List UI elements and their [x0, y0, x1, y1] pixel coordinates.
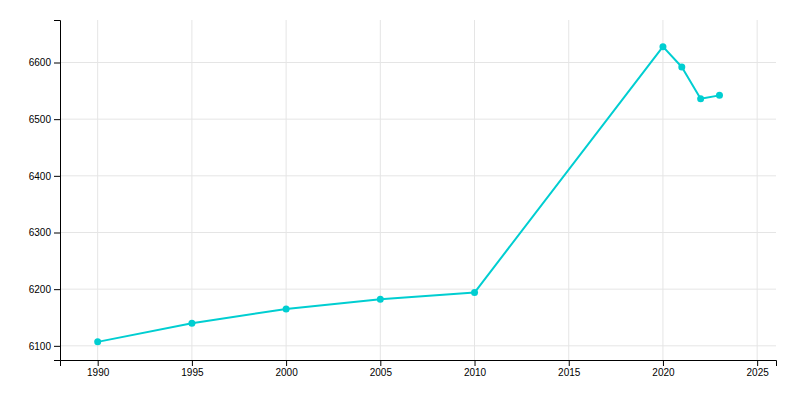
x-axis-tick: 2005	[370, 360, 393, 378]
y-axis-tick-label: 6300	[29, 227, 52, 238]
x-axis-tick-label: 1990	[87, 367, 110, 378]
grid-line-x	[474, 20, 475, 360]
grid-line-y	[60, 62, 776, 63]
grid-line-x	[380, 20, 381, 360]
point	[678, 64, 685, 71]
y-axis-tick-label: 6500	[29, 114, 52, 125]
x-axis-tick-mark	[475, 360, 476, 366]
grid-line-x	[662, 20, 663, 360]
y-axis-tick-mark	[54, 63, 60, 64]
x-axis-tick-mark	[663, 360, 664, 366]
point	[716, 92, 723, 99]
x-axis-tick-label: 2015	[558, 367, 581, 378]
y-axis-tick: 6600	[29, 57, 60, 68]
grid-line-y	[60, 289, 776, 290]
y-axis-line	[54, 21, 61, 361]
grid	[60, 20, 776, 360]
x-axis-tick: 1995	[181, 360, 204, 378]
chart-container: 1990 1995 2000 2005 2010 2015 2020 2025 6100 6200…	[0, 0, 800, 400]
y-axis-tick-label: 6200	[29, 284, 52, 295]
point	[659, 43, 666, 50]
x-axis-tick-label: 2025	[747, 367, 770, 378]
point	[283, 306, 290, 313]
x-axis-tick-mark	[380, 360, 381, 366]
y-axis-tick-mark	[54, 119, 60, 120]
plot-area: 1990 1995 2000 2005 2010 2015 2020 2025 6100 6200…	[29, 20, 777, 378]
y-axis-tick: 6400	[29, 171, 60, 182]
x-axis-tick-mark	[569, 360, 570, 366]
y-axis-tick: 6100	[29, 341, 60, 352]
x-axis-tick: 2000	[275, 360, 298, 378]
y-axis-tick-mark	[54, 233, 60, 234]
x-axis-tick: 2020	[652, 360, 675, 378]
y-axis-tick-label: 6600	[29, 57, 52, 68]
x-axis-tick-mark	[192, 360, 193, 366]
x-axis-tick-mark	[98, 360, 99, 366]
y-axis-tick-mark	[54, 176, 60, 177]
y-axis-tick: 6200	[29, 284, 60, 295]
y-axis-tick: 6500	[29, 114, 60, 125]
grid-line-y	[60, 232, 776, 233]
series	[94, 43, 723, 345]
y-axis: 6100 6200 6300 6400 6500 6600	[29, 21, 61, 361]
grid-line-y	[60, 119, 776, 120]
grid-line-y	[60, 345, 776, 346]
y-axis-tick-label: 6400	[29, 171, 52, 182]
x-axis-tick-mark	[286, 360, 287, 366]
point	[471, 289, 478, 296]
point	[377, 296, 384, 303]
y-axis-tick-label: 6100	[29, 341, 52, 352]
x-axis-tick: 2025	[747, 360, 770, 378]
x-axis-tick: 2015	[558, 360, 581, 378]
x-axis: 1990 1995 2000 2005 2010 2015 2020 2025	[61, 360, 777, 378]
x-axis-tick-label: 1995	[181, 367, 204, 378]
x-axis-line	[61, 361, 777, 367]
point	[697, 95, 704, 102]
line	[98, 47, 720, 342]
grid-line-y	[60, 175, 776, 176]
grid-line-x	[568, 20, 569, 360]
x-axis-tick: 1990	[87, 360, 110, 378]
y-axis-tick: 6300	[29, 227, 60, 238]
x-axis-tick-label: 2010	[464, 367, 487, 378]
point	[188, 320, 195, 327]
x-axis-tick-mark	[757, 360, 758, 366]
grid-line-x	[191, 20, 192, 360]
point	[94, 338, 101, 345]
x-axis-tick-label: 2005	[370, 367, 393, 378]
x-axis-tick: 2010	[464, 360, 487, 378]
grid-line-x	[97, 20, 98, 360]
chart-svg: 1990 1995 2000 2005 2010 2015 2020 2025 6100 6200…	[0, 0, 800, 400]
y-axis-tick-mark	[54, 289, 60, 290]
grid-line-x	[757, 20, 758, 360]
x-axis-tick-label: 2000	[275, 367, 298, 378]
y-axis-tick-mark	[54, 346, 60, 347]
x-axis-tick-label: 2020	[652, 367, 675, 378]
